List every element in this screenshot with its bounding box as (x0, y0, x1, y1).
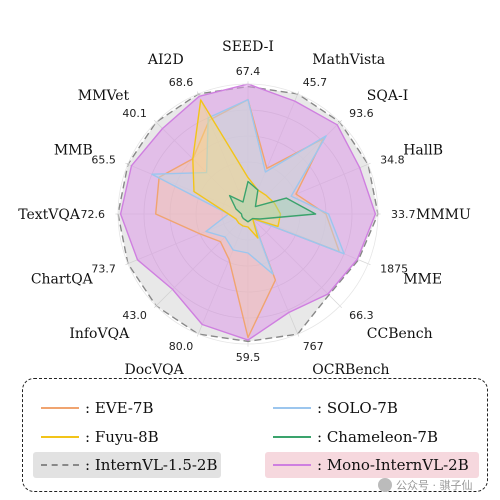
axis-max-label: 1875 (380, 263, 408, 276)
axis-name-label: OCRBench (312, 362, 389, 375)
axis-name-label: ChartQA (31, 271, 94, 287)
axis-name-label: AI2D (147, 52, 184, 68)
watermark: 公众号 · 骐子仙 (378, 474, 496, 496)
chart-legend: : EVE-7B : SOLO-7B : Fuyu-8B : Chameleon… (22, 378, 488, 492)
series-chameleon-7b (228, 180, 317, 223)
radar-chart: 67.4 SEED-I 45.7 MathVista 93.6 SQA-I 34.8Hall… (18, 39, 471, 375)
legend-item-fuyu: : Fuyu-8B (41, 426, 159, 448)
axis-name-label: MMMU (416, 207, 471, 223)
axis-name-label: MME (403, 271, 442, 287)
axis-name-label: MMB (54, 143, 93, 159)
axis-max-label: 80.0 (169, 340, 194, 353)
axis-name-label: SEED-I (222, 39, 274, 55)
series-eve-7b (154, 98, 340, 339)
legend-swatch (273, 407, 311, 409)
axis-name-label: SQA-I (367, 88, 408, 104)
axis-max-label: 767 (303, 340, 324, 353)
axis-max-label: 40.1 (122, 107, 147, 120)
axis-max-label: 34.8 (380, 153, 405, 166)
axis-max-label: 59.5 (236, 351, 261, 364)
axis-name-label: MMVet (78, 88, 130, 104)
legend-label: : SOLO-7B (317, 399, 398, 417)
legend-item-chameleon: : Chameleon-7B (273, 426, 438, 448)
legend-label: : EVE-7B (85, 399, 154, 417)
axis-max-label: 66.3 (349, 309, 374, 322)
legend-item-solo: : SOLO-7B (273, 397, 398, 419)
watermark-text: 公众号 · 骐子仙 (396, 479, 473, 492)
outer-ring (117, 83, 379, 345)
series-fuyu-8b (192, 99, 282, 239)
axis-name-label: TextVQA (18, 207, 81, 223)
legend-item-eve: : EVE-7B (41, 397, 153, 419)
legend-label: : Chameleon-7B (317, 428, 439, 446)
axis-name-label: DocVQA (124, 362, 184, 375)
axis-name-label: HallB (403, 143, 443, 159)
axis-max-label: 73.7 (91, 263, 116, 276)
axis-max-label: 43.0 (122, 309, 147, 322)
axis-max-label: 93.6 (349, 107, 374, 120)
axis-name-label: MathVista (312, 52, 385, 68)
wechat-icon (378, 478, 392, 492)
axis-max-label: 65.5 (91, 153, 116, 166)
legend-item-internvl: : InternVL-1.5-2B (41, 454, 218, 476)
legend-label: : Mono-InternVL-2B (317, 456, 469, 474)
series-solo-7b (151, 98, 345, 275)
legend-swatch (41, 436, 79, 438)
axis-max-label: 72.6 (81, 208, 106, 221)
legend-swatch (41, 464, 79, 466)
legend-label: : Fuyu-8B (85, 428, 159, 446)
axis-max-label: 33.7 (391, 208, 416, 221)
axis-name-label: CCBench (367, 326, 433, 342)
legend-label: : InternVL-1.5-2B (85, 456, 218, 474)
legend-swatch (41, 407, 79, 409)
legend-swatch (273, 464, 311, 466)
axis-max-label: 68.6 (169, 76, 194, 89)
legend-item-mono-internvl: : Mono-InternVL-2B (273, 454, 469, 476)
series-mono-internvl-2b (119, 83, 377, 341)
legend-swatch (273, 436, 311, 438)
axis-name-label: InfoVQA (69, 326, 130, 342)
axis-max-label: 45.7 (303, 76, 328, 89)
axis-max-label: 67.4 (236, 65, 261, 78)
